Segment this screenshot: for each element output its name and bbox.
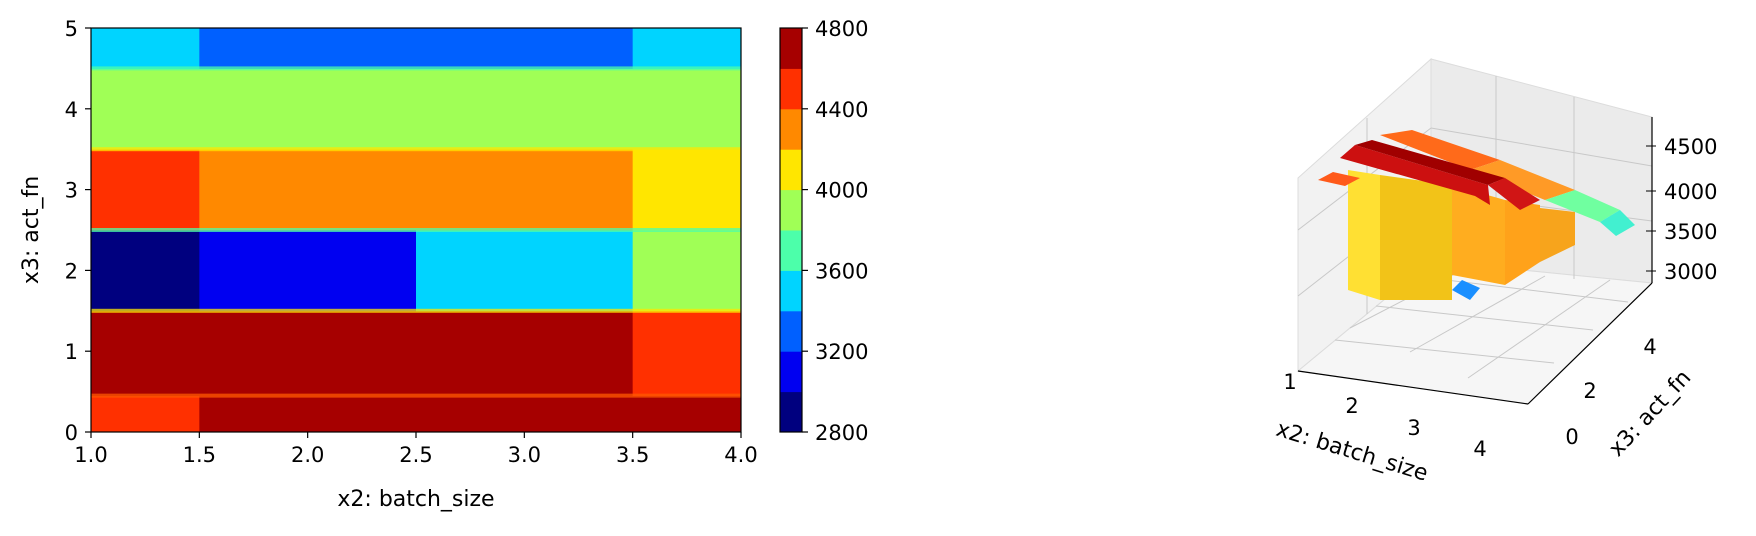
- heatmap-x-tick-label: 4.0: [724, 443, 757, 467]
- surface3d-surface: [1318, 130, 1635, 300]
- colorbar-tick-label: 3200: [815, 340, 868, 364]
- colorbar-segment: [780, 189, 802, 231]
- heatmap-cell: [632, 149, 742, 231]
- heatmap-y-label: x3: act_fn: [19, 176, 44, 284]
- heatmap-y-ticks: 0 1 2 3 4 5: [65, 17, 91, 445]
- heatmap-y-tick-label: 4: [65, 98, 78, 122]
- surface3d-x-axis: [1297, 370, 1529, 405]
- heatmap-cell: [199, 149, 634, 231]
- heatmap-x-tick-label: 1.5: [183, 443, 216, 467]
- heatmap-cell: [632, 310, 742, 397]
- heatmap-cell: [91, 28, 200, 69]
- surface-face-orange3: [1540, 208, 1575, 262]
- surface-face-yellow: [1348, 170, 1380, 300]
- surface3d-y-tick-label: 4: [1643, 335, 1656, 359]
- heatmap-cell: [91, 149, 200, 231]
- colorbar-tick-label: 2800: [815, 421, 868, 445]
- surface-ridge-end: [1488, 178, 1540, 210]
- heatmap-cell: [91, 230, 200, 312]
- heatmap-cell: [632, 28, 742, 69]
- heatmap-x-label: x2: batch_size: [337, 487, 494, 512]
- heatmap-y-tick-label: 3: [65, 179, 78, 203]
- surface-top-amber: [1470, 160, 1575, 200]
- surface-face-gold: [1380, 175, 1452, 300]
- heatmap-cell: [199, 28, 634, 69]
- heatmap-cell: [91, 310, 634, 397]
- colorbar-tick-label: 4400: [815, 98, 868, 122]
- surface-face-orange2: [1505, 200, 1540, 285]
- surface3d-y-ticks: 02 4: [1565, 335, 1656, 449]
- heatmap-cell: [91, 395, 200, 433]
- colorbar-segment: [780, 149, 802, 191]
- heatmap-cell: [416, 230, 634, 312]
- surface3d-x-tick-label: 4: [1473, 437, 1486, 461]
- heatmap-x-ticks: 1.0 1.5 2.0 2.5 3.0 3.5 4.0: [74, 432, 758, 467]
- surface3d-z-tick-label: 3000: [1664, 260, 1717, 284]
- surface3d-x-tick-label: 2: [1345, 394, 1358, 418]
- surface-patch-lightblue: [1452, 280, 1480, 300]
- colorbar-segment: [780, 108, 802, 150]
- surface3d-x-ticks: 1 2 3 4: [1283, 370, 1486, 461]
- heatmap-contour-edge: [91, 393, 741, 398]
- surface-top-cyan: [1600, 210, 1635, 236]
- surface3d-y-label: x3: act_fn: [1604, 365, 1696, 461]
- surface-top-orange: [1380, 130, 1500, 170]
- surface3d-y-tick-label: 0: [1565, 425, 1578, 449]
- colorbar-segment: [780, 391, 802, 433]
- heatmap-contour-edge: [91, 147, 741, 152]
- surface3d-z-tick-label: 3500: [1664, 220, 1717, 244]
- surface-ridge-dark: [1355, 140, 1505, 185]
- colorbar-tick-label: 4000: [815, 179, 868, 203]
- colorbar: [780, 28, 802, 433]
- heatmap-x-tick-label: 3.0: [508, 443, 541, 467]
- heatmap-y-tick-label: 0: [65, 421, 78, 445]
- colorbar-segment: [780, 68, 802, 110]
- surface-ridge-red: [1340, 145, 1490, 205]
- heatmap-contour-edge: [91, 66, 741, 71]
- heatmap-cell: [91, 68, 742, 150]
- colorbar-segment: [780, 230, 802, 271]
- surface3d-y-tick-label: 2: [1583, 379, 1596, 403]
- surface3d-y-axis: [1527, 282, 1653, 405]
- surface-top-green: [1545, 190, 1620, 222]
- heatmap-x-tick-label: 3.5: [616, 443, 649, 467]
- colorbar-tick-label: 3600: [815, 259, 868, 283]
- heatmap-contour-edge: [91, 228, 741, 232]
- heatmap-cell: [632, 230, 742, 312]
- surface3d-z-tick-label: 4000: [1664, 180, 1717, 204]
- heatmap-x-tick-label: 2.5: [399, 443, 432, 467]
- surface3d-z-ticks: 3000 3500 4000 4500: [1646, 135, 1717, 284]
- surface3d-x-tick-label: 3: [1407, 416, 1420, 440]
- surface-face-orange: [1452, 185, 1505, 285]
- surface3d-z-tick-label: 4500: [1664, 135, 1717, 159]
- colorbar-segment: [780, 351, 802, 393]
- colorbar-frame: [779, 27, 803, 433]
- heatmap-x-tick-label: 1.0: [74, 443, 107, 467]
- colorbar-tick-label: 4800: [815, 17, 868, 41]
- surface-lip: [1318, 172, 1360, 186]
- colorbar-segment: [780, 28, 802, 69]
- heatmap-y-tick-label: 1: [65, 340, 78, 364]
- heatmap-cell: [199, 395, 742, 433]
- heatmap-y-tick-label: 5: [65, 17, 78, 41]
- heatmap-contour-edge: [91, 308, 741, 313]
- colorbar-segment: [780, 270, 802, 312]
- heatmap-y-tick-label: 2: [65, 259, 78, 283]
- colorbar-segment: [780, 310, 802, 352]
- heatmap-x-tick-label: 2.0: [291, 443, 324, 467]
- surface3d-x-tick-label: 1: [1283, 370, 1296, 394]
- colorbar-ticks: 2800 3200 3600 4000 4400 4800: [802, 17, 868, 445]
- heatmap-cell: [199, 230, 417, 312]
- heatmap-cells: [91, 28, 742, 433]
